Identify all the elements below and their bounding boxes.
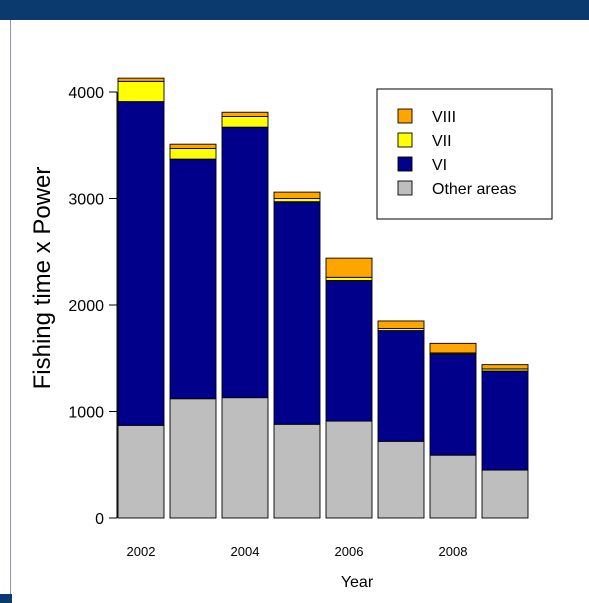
bar-segment-2005-vi [273,201,321,425]
legend-swatch-vi [397,156,413,172]
x-axis: 2002 2004 2006 2008 [127,544,468,559]
legend-label-viii: VIII [432,109,456,126]
bar-segment-2004-viii [221,111,269,117]
bar-segment-2007-vi [377,330,425,442]
bar-segment-2005-viii [273,191,321,199]
bar-segment-2006-viii [325,257,373,278]
bar-segment-2005-other-areas [273,423,321,519]
legend-label-vi: VI [432,157,447,174]
y-tick-label-3000: 3000 [68,192,104,209]
bar-segment-2005-vii [273,198,321,203]
legend-label-vii: VII [432,133,452,150]
legend: VIII VII VI Other areas [376,88,553,220]
stacked-bar-chart: 0 1000 2000 3000 4000 2002 2004 2006 2008 Fishi… [29,77,553,591]
legend-box [376,88,553,220]
bar-segment-2007-other-areas [377,440,425,519]
bar-segment-2009-viii [481,364,529,370]
bars-group [117,77,529,519]
bar-segment-2002-vi [117,101,165,426]
legend-label-other-areas: Other areas [432,181,516,198]
y-tick-label-2000: 2000 [68,298,104,315]
bar-segment-2004-vi [221,126,269,399]
bar-segment-2003-viii [169,143,217,149]
x-tick-label-2004: 2004 [231,544,260,559]
y-axis: 0 1000 2000 3000 4000 [68,85,118,528]
y-tick-label-0: 0 [95,511,104,528]
x-tick-label-2008: 2008 [439,544,468,559]
y-axis-label: Fishing time x Power [29,167,56,390]
bar-segment-2009-vi [481,370,529,471]
bar-segment-2002-other-areas [117,424,165,519]
bar-segment-2006-vi [325,280,373,422]
bar-segment-2007-viii [377,320,425,329]
bar-segment-2006-vii [325,276,373,281]
y-tick-label-4000: 4000 [68,85,104,102]
x-tick-label-2002: 2002 [127,544,156,559]
bar-segment-2003-other-areas [169,398,217,519]
bar-segment-2008-viii [429,342,477,354]
y-tick-label-1000: 1000 [68,405,104,422]
x-tick-label-2006: 2006 [335,544,364,559]
legend-swatch-viii [397,108,413,124]
bar-segment-2003-vi [169,158,217,400]
bar-segment-2008-vi [429,353,477,456]
bar-segment-2002-vii [117,80,165,103]
x-axis-label: Year [341,574,374,591]
bar-segment-2009-other-areas [481,469,529,519]
chart-area: 0 1000 2000 3000 4000 2002 2004 2006 2008 Fishi… [12,20,589,603]
bar-segment-2003-vii [169,147,217,160]
bottom-corner-block [0,594,12,603]
legend-swatch-vii [397,132,413,148]
left-frame [0,20,11,594]
bar-segment-2006-other-areas [325,420,373,519]
bar-segment-2004-other-areas [221,397,269,519]
top-banner [0,0,589,20]
legend-swatch-other-areas [397,180,413,196]
bar-segment-2002-viii [117,77,165,82]
bar-segment-2008-other-areas [429,454,477,519]
bar-segment-2004-vii [221,116,269,128]
